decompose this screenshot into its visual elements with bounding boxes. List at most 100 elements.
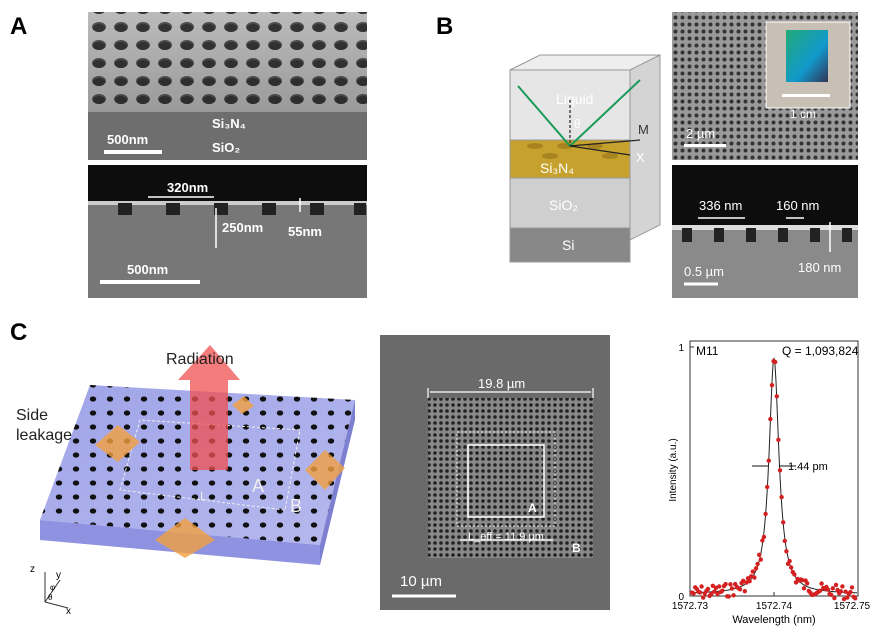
measurement-dot	[834, 583, 838, 587]
measurement-dot	[778, 468, 782, 472]
measurement-dot	[727, 594, 731, 598]
measurement-dot	[751, 569, 755, 573]
measurement-dot	[759, 557, 763, 561]
measurement-dot	[763, 512, 767, 516]
dimension-text: 250nm	[222, 220, 263, 235]
measurement-dot	[770, 383, 774, 387]
measurement-dot	[762, 535, 766, 539]
label-text: leakage	[16, 427, 72, 444]
layer-text: Si₃N₄	[212, 116, 246, 131]
measurement-dot	[848, 590, 852, 594]
measurement-dot	[755, 562, 759, 566]
region-text: A	[252, 476, 264, 496]
layer-text: Liquid	[556, 91, 593, 107]
scale-text: 500nm	[127, 262, 168, 277]
measurement-dot	[738, 587, 742, 591]
scale-text: 1 cm	[790, 107, 816, 121]
x-tick-label: 1572.75	[834, 601, 870, 612]
layer-text: Si₃N₄	[540, 160, 574, 176]
measurement-dot	[784, 549, 788, 553]
axis-text: X	[636, 150, 645, 165]
axis-text: x	[66, 606, 71, 617]
measurement-dot	[802, 586, 806, 590]
x-axis-label: Wavelength (nm)	[732, 614, 815, 626]
measurement-dot	[768, 417, 772, 421]
scale-text: 10 µm	[400, 573, 442, 590]
region-text: B	[572, 541, 581, 555]
dimension-text: 180 nm	[798, 260, 841, 275]
y-axis-label: Intensity (a.u.)	[668, 438, 679, 501]
measurement-dot	[853, 596, 857, 600]
axis-text: M	[638, 122, 649, 137]
width-text: 1.44 pm	[788, 461, 828, 473]
measurement-dot	[776, 438, 780, 442]
measurement-dot	[831, 586, 835, 590]
q-text: Q = 1,093,824	[782, 344, 859, 358]
mode-text: M11	[696, 344, 719, 358]
y-tick-label: 1	[678, 343, 684, 354]
measurement-dot	[701, 595, 705, 599]
scale-text: 2 µm	[686, 126, 715, 141]
measurement-dot	[743, 589, 747, 593]
x-tick-label: 1572.73	[672, 601, 709, 612]
measurement-dot	[698, 590, 702, 594]
axis-text: z	[30, 564, 35, 575]
measurement-dot	[829, 593, 833, 597]
panel-label: C	[10, 319, 27, 346]
measurement-dot	[752, 575, 756, 579]
fit-curve	[691, 358, 857, 593]
measurement-dot	[779, 495, 783, 499]
dimension-text: 160 nm	[776, 198, 819, 213]
spectrum-plot	[690, 341, 858, 601]
dimension-text: 19.8 µm	[478, 376, 525, 391]
measurement-dot	[747, 579, 751, 583]
measurement-dot	[773, 360, 777, 364]
panel-label: B	[436, 13, 453, 40]
measurement-dot	[765, 485, 769, 489]
scale-text: 0.5 µm	[684, 264, 724, 279]
layer-text: SiO₂	[549, 197, 578, 213]
measurement-dot	[783, 539, 787, 543]
length-text: L	[200, 489, 207, 503]
measurement-dot	[840, 584, 844, 588]
measurement-dot	[792, 572, 796, 576]
measurement-dot	[731, 593, 735, 597]
scale-text: 500nm	[107, 132, 148, 147]
dimension-text: 336 nm	[699, 198, 742, 213]
axis-text: φ	[50, 583, 55, 592]
measurement-dot	[730, 586, 734, 590]
measurement-dot	[754, 566, 758, 570]
dimension-text: 55nm	[288, 224, 322, 239]
measurement-dot	[819, 581, 823, 585]
measurement-dot	[832, 596, 836, 600]
dimension-text: 320nm	[167, 180, 208, 195]
slab-diagram	[40, 345, 355, 608]
layer-text: Si	[562, 237, 574, 253]
figure: A 500nm Si₃N₄ SiO₂ 320nm 250nm 55nm 500n…	[0, 0, 870, 629]
measurement-dot	[720, 589, 724, 593]
measurement-dot	[805, 581, 809, 585]
measurement-dot	[781, 520, 785, 524]
label-text: Radiation	[166, 351, 234, 368]
region-text: A	[528, 501, 537, 515]
measurement-dot	[699, 584, 703, 588]
measurement-dot	[826, 587, 830, 591]
length-text: L_eff = 11.9 µm	[468, 531, 544, 543]
measurement-dot	[787, 559, 791, 563]
measurement-dot	[767, 459, 771, 463]
measurement-dot	[789, 565, 793, 569]
measurement-dot	[691, 591, 695, 595]
measurement-dot	[839, 589, 843, 593]
axis-text: y	[56, 570, 61, 581]
angle-text: θ	[574, 117, 581, 131]
x-tick-label: 1572.74	[756, 601, 793, 612]
axis-text: θ	[48, 593, 53, 602]
measurement-dot	[723, 582, 727, 586]
measurement-dot	[757, 553, 761, 557]
measurement-dot	[706, 587, 710, 591]
label-text: Side	[16, 407, 48, 424]
layer-text: SiO₂	[212, 140, 240, 155]
region-text: B	[290, 496, 302, 516]
measurement-dot	[728, 582, 732, 586]
panel-label: A	[10, 13, 27, 40]
